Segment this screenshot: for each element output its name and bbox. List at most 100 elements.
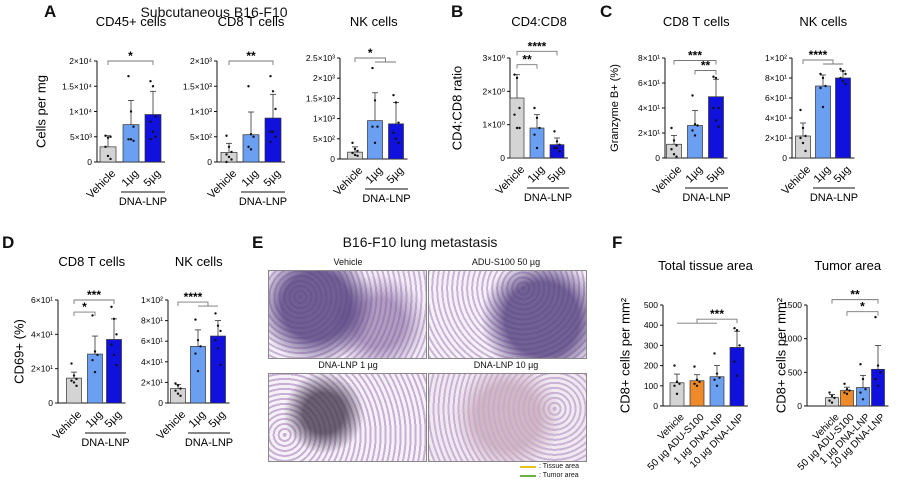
data-point bbox=[845, 392, 849, 396]
data-point bbox=[558, 143, 561, 146]
x-tick-label: 5µg bbox=[546, 164, 568, 186]
y-axis-label: Cells per mg bbox=[33, 75, 48, 148]
significance-bracket bbox=[73, 299, 115, 304]
data-point bbox=[513, 73, 516, 76]
y-tick-label: 4×10¹ bbox=[141, 357, 163, 367]
data-point bbox=[844, 72, 847, 76]
data-point bbox=[717, 106, 720, 110]
x-tick-label: Vehicle bbox=[206, 168, 240, 202]
data-point bbox=[219, 329, 222, 333]
data-point bbox=[535, 146, 539, 150]
panel-letter-d: D bbox=[2, 233, 15, 252]
x-tick-label: 5µg bbox=[142, 168, 164, 190]
bar-1-g bbox=[687, 125, 703, 159]
data-point bbox=[132, 139, 135, 142]
data-point bbox=[518, 106, 521, 110]
y-tick-label: 100 bbox=[644, 381, 658, 391]
data-point bbox=[149, 138, 152, 141]
x-tick-label: Vehicle bbox=[51, 409, 85, 443]
chart-b: CD4:CD8 CD4:CD8 ratio 0 1×10⁰ 2×10⁰ 3×10⁰ Vehi… bbox=[449, 14, 572, 204]
data-point bbox=[821, 105, 825, 109]
significance-bracket bbox=[516, 50, 558, 56]
data-point bbox=[176, 392, 180, 395]
y-tick-label: 6×10¹ bbox=[638, 78, 660, 88]
y-axis-label: CD4:CD8 ratio bbox=[449, 66, 464, 151]
data-point bbox=[104, 145, 107, 149]
data-point bbox=[715, 384, 719, 387]
data-point bbox=[828, 399, 831, 402]
x-tick-label: Vehicle bbox=[494, 164, 528, 198]
y-tick-label: 8×10¹ bbox=[638, 53, 660, 63]
chart-f1: Total tissue area CD8+ cells per mm² 0 100 2… bbox=[617, 258, 753, 473]
image-label-adu: ADU-S100 50 µg bbox=[471, 257, 541, 267]
bar-5-g bbox=[549, 144, 565, 159]
y-tick-label: 1×10² bbox=[765, 53, 787, 63]
data-point bbox=[227, 155, 231, 159]
data-point bbox=[249, 148, 253, 151]
y-tick-label: 300 bbox=[644, 340, 658, 350]
data-point bbox=[841, 79, 845, 83]
panel-e-title: B16-F10 lung metastasis bbox=[342, 234, 498, 250]
data-point bbox=[876, 364, 880, 367]
x-tick-label: 1µg bbox=[526, 164, 548, 186]
data-point bbox=[675, 144, 678, 147]
data-point bbox=[154, 115, 157, 118]
panel-letter-c: C bbox=[600, 2, 613, 21]
data-point bbox=[96, 353, 99, 357]
y-tick-label: 0 bbox=[48, 398, 53, 408]
x-tick-label: 1µg bbox=[684, 164, 706, 186]
data-point bbox=[718, 376, 721, 379]
significance-bracket bbox=[354, 57, 396, 63]
data-point bbox=[819, 86, 822, 90]
data-point bbox=[695, 384, 699, 387]
significance-label: *** bbox=[87, 288, 101, 302]
data-point bbox=[555, 140, 559, 143]
data-point bbox=[533, 106, 536, 110]
data-point bbox=[678, 382, 681, 385]
data-point bbox=[874, 377, 877, 381]
data-point bbox=[225, 134, 228, 137]
significance-label: ** bbox=[246, 49, 256, 63]
data-point bbox=[695, 378, 699, 381]
x-tick-label: 5µg bbox=[103, 409, 125, 431]
data-point bbox=[513, 113, 516, 116]
data-point bbox=[129, 138, 133, 141]
y-tick-label: 1×10⁴ bbox=[69, 107, 92, 117]
data-point bbox=[864, 387, 867, 391]
data-point bbox=[392, 131, 395, 134]
data-point bbox=[824, 84, 827, 88]
data-point bbox=[714, 119, 718, 122]
data-point bbox=[714, 76, 718, 80]
group-label: DNA-LNP bbox=[524, 192, 572, 204]
data-point bbox=[553, 130, 556, 133]
data-point bbox=[371, 66, 374, 70]
data-point bbox=[104, 134, 107, 137]
y-tick-label: 0 bbox=[158, 398, 163, 408]
data-point bbox=[127, 138, 130, 141]
chart-a1: CD45+ cells Cells per mg 0 5×10³ 1×10⁴ 1.5×10… bbox=[33, 14, 167, 208]
x-tick-label: 5µg bbox=[385, 165, 407, 187]
chart-title: CD8 T cells bbox=[58, 254, 125, 269]
data-point bbox=[845, 387, 849, 391]
data-point bbox=[733, 327, 736, 330]
data-point bbox=[691, 94, 694, 97]
chart-title: NK cells bbox=[350, 14, 398, 29]
data-point bbox=[693, 134, 697, 137]
data-point bbox=[271, 130, 275, 133]
chart-c2: NK cells 0 2×10¹ 4×10¹ 6×10¹ 8×10¹ 1×10² Vehicl… bbox=[765, 14, 858, 204]
y-tick-label: 1.5×10³ bbox=[183, 81, 212, 91]
data-point bbox=[804, 134, 807, 138]
bar-vehicle bbox=[170, 388, 186, 404]
y-tick-label: 1.5×10³ bbox=[306, 93, 335, 103]
data-point bbox=[672, 139, 676, 142]
data-point bbox=[675, 380, 679, 383]
data-point bbox=[230, 158, 233, 161]
bar-1-g bbox=[367, 120, 383, 160]
data-point bbox=[219, 363, 222, 367]
bar-10-g-dna-lnp bbox=[871, 368, 885, 407]
data-point bbox=[518, 126, 521, 130]
data-point bbox=[72, 381, 76, 384]
data-point bbox=[115, 364, 118, 367]
y-tick-label: 0 bbox=[797, 401, 802, 411]
